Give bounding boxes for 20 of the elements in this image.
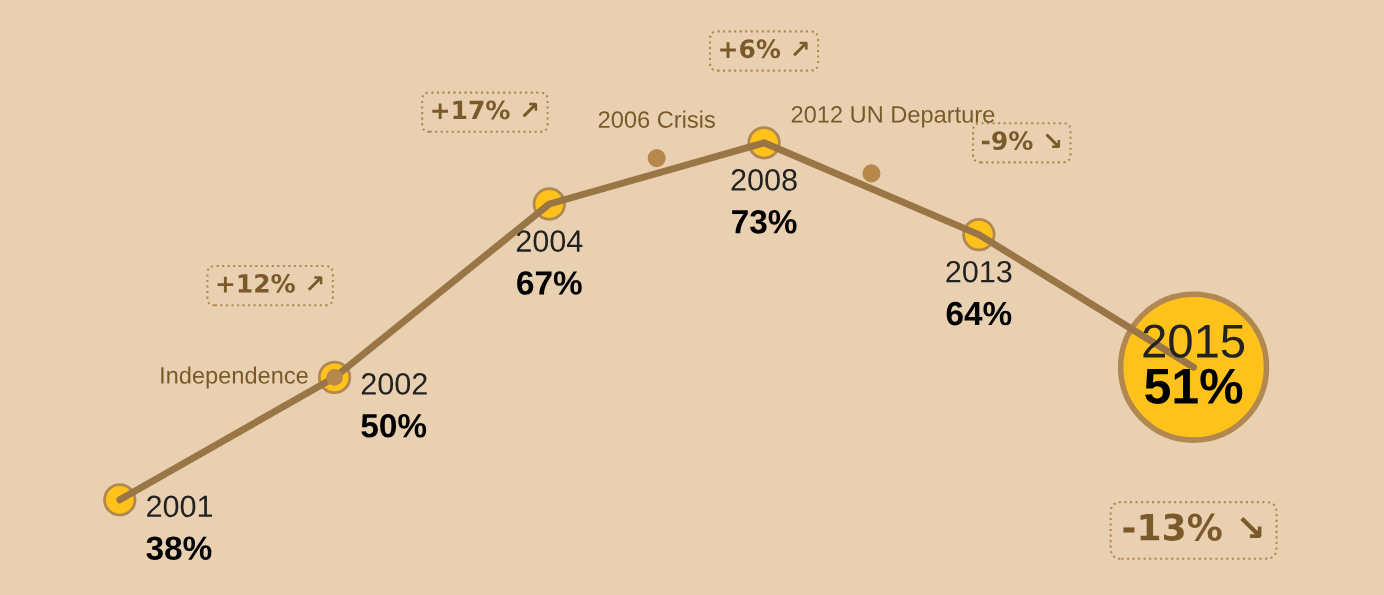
- annotation: +12% ↗: [217, 273, 323, 293]
- text: +6% ↗: [720, 39, 808, 59]
- x-tick-label: 2001: [147, 495, 213, 518]
- data-label: 73%: [732, 209, 797, 234]
- annotation: -9% ↘: [981, 131, 1061, 151]
- data-label: 51%: [1145, 368, 1243, 404]
- data-label: 50%: [361, 413, 427, 438]
- text: 2006 Crisis: [598, 110, 715, 128]
- text: -13% ↘: [1123, 513, 1262, 541]
- text: 2012 UN Departure: [791, 106, 995, 128]
- data-label: 64%: [946, 301, 1012, 326]
- x-tick-label: 2015: [1143, 324, 1245, 358]
- x-tick-label: 2013: [946, 260, 1012, 283]
- x-tick-label: 2008: [731, 169, 797, 191]
- x-tick-label: 2004: [516, 230, 583, 252]
- data-label: 38%: [146, 536, 212, 561]
- data-label: 67%: [517, 271, 582, 295]
- text: +17% ↗: [432, 100, 538, 120]
- x-tick-label: 2002: [361, 373, 427, 395]
- annotation: Independence: [161, 366, 308, 389]
